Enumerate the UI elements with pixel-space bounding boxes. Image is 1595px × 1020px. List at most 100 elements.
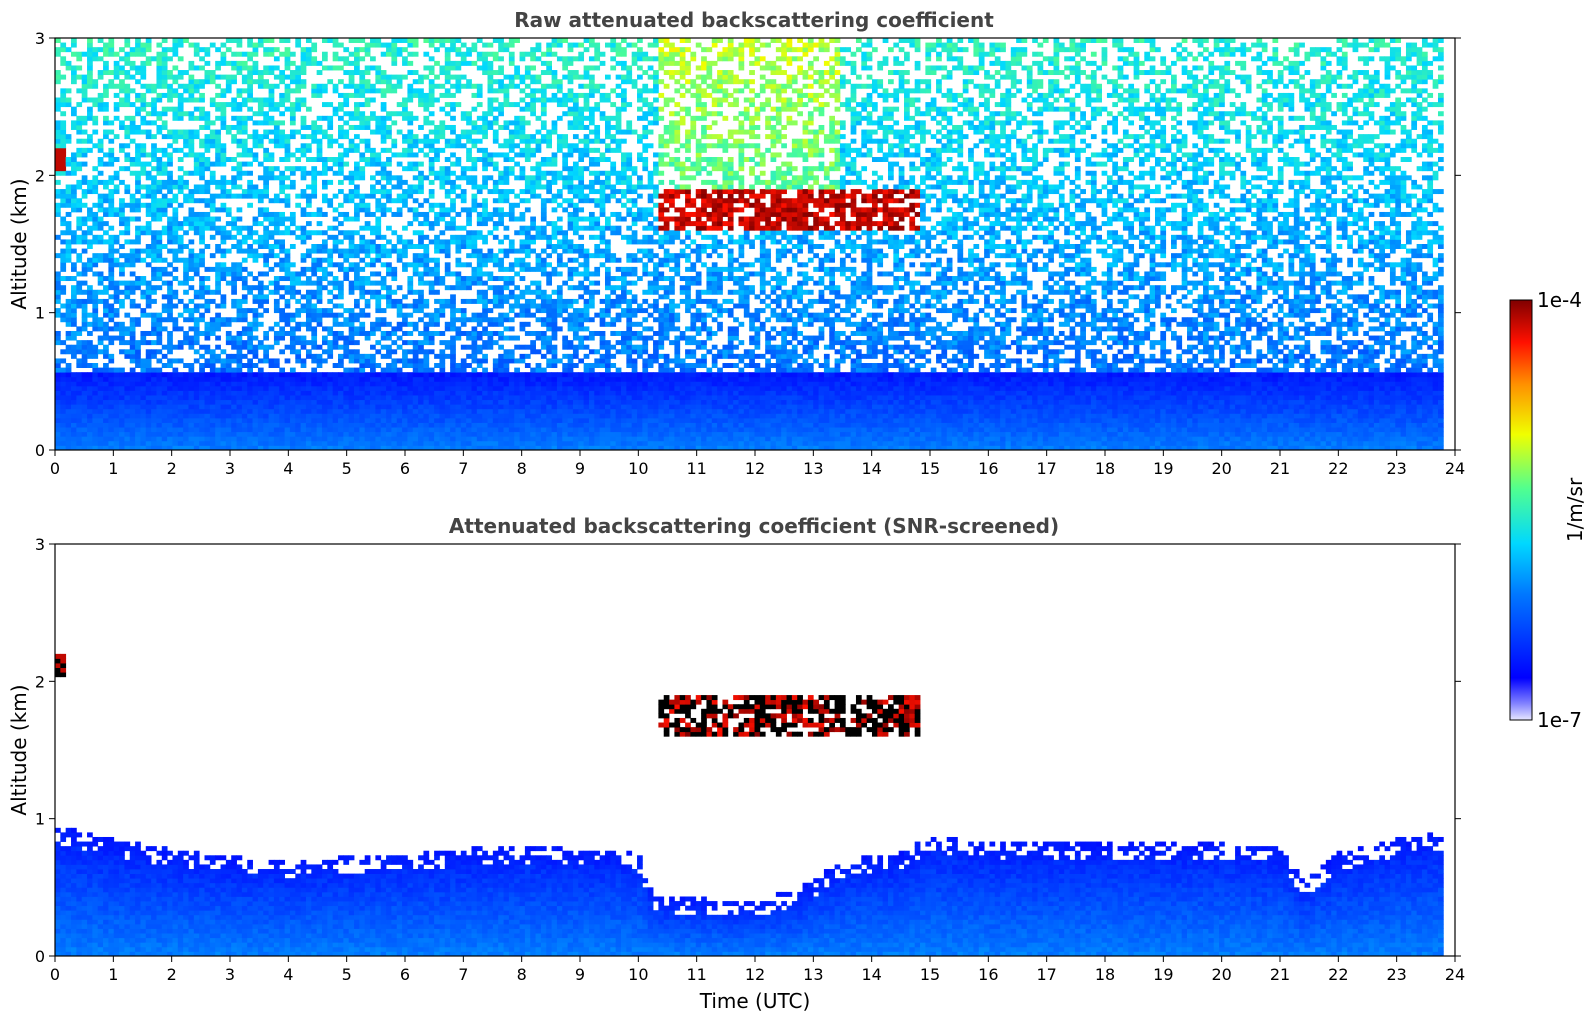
heatmap-cell <box>476 390 483 396</box>
heatmap-cell <box>514 408 520 414</box>
heatmap-cell <box>460 134 467 140</box>
heatmap-cell <box>503 431 510 437</box>
heatmap-cell <box>188 170 195 176</box>
heatmap-cell <box>241 340 248 346</box>
heatmap-cell <box>204 445 211 451</box>
heatmap-cell <box>177 157 184 162</box>
heatmap-cell <box>268 427 275 433</box>
heatmap-cell <box>124 216 131 222</box>
heatmap-cell <box>135 38 141 43</box>
heatmap-cell <box>391 381 398 387</box>
heatmap-cell <box>193 225 200 231</box>
heatmap-cell <box>92 390 99 396</box>
heatmap-cell <box>252 436 259 442</box>
heatmap-cell <box>492 221 499 227</box>
heatmap-cell <box>172 216 179 222</box>
heatmap-cell <box>124 70 131 76</box>
heatmap-cell <box>172 38 179 43</box>
heatmap-cell <box>241 124 248 130</box>
heatmap-cell <box>71 445 77 451</box>
heatmap-cell <box>391 276 398 282</box>
heatmap-cell <box>295 234 302 240</box>
heatmap-cell <box>151 312 157 318</box>
heatmap-cell <box>359 266 366 272</box>
heatmap-cell <box>354 47 360 53</box>
heatmap-cell <box>450 372 456 378</box>
heatmap-cell <box>359 280 366 286</box>
heatmap-cell <box>231 440 237 446</box>
heatmap-cell <box>129 88 136 94</box>
heatmap-cell <box>268 97 275 103</box>
heatmap-cell <box>247 88 253 94</box>
heatmap-cell <box>423 335 430 341</box>
heatmap-cell <box>332 38 339 43</box>
heatmap-cell <box>92 79 99 85</box>
heatmap-cell <box>231 385 237 391</box>
heatmap-cell <box>188 225 195 231</box>
heatmap-cell <box>418 344 424 350</box>
heatmap-cell <box>156 317 163 323</box>
heatmap-cell <box>498 193 504 199</box>
heatmap-cell <box>87 399 93 405</box>
heatmap-cell <box>450 312 456 318</box>
heatmap-cell <box>396 79 403 85</box>
heatmap-cell <box>375 157 382 162</box>
heatmap-cell <box>380 79 387 85</box>
heatmap-cell <box>343 367 350 373</box>
heatmap-cell <box>92 129 99 135</box>
heatmap-cell <box>119 65 125 71</box>
heatmap-cell <box>332 390 339 396</box>
heatmap-cell <box>71 390 77 396</box>
heatmap-cell <box>199 276 205 282</box>
heatmap-cell <box>236 276 243 282</box>
heatmap-cell <box>466 120 472 126</box>
heatmap-cell <box>119 326 125 332</box>
heatmap-cell <box>295 70 302 76</box>
heatmap-cell <box>423 221 430 227</box>
heatmap-cell <box>81 376 88 382</box>
heatmap-cell <box>321 248 328 254</box>
heatmap-cell <box>193 189 200 195</box>
heatmap-cell <box>71 431 77 437</box>
heatmap-cell <box>257 294 264 300</box>
heatmap-cell <box>247 440 253 446</box>
heatmap-cell <box>156 83 163 89</box>
heatmap-cell <box>252 404 259 410</box>
heatmap-cell <box>311 381 318 387</box>
heatmap-cell <box>188 138 195 144</box>
heatmap-cell <box>55 340 61 346</box>
heatmap-cell <box>156 413 163 419</box>
heatmap-cell <box>76 445 83 451</box>
heatmap-cell <box>508 317 515 323</box>
heatmap-cell <box>108 211 115 217</box>
heatmap-cell <box>119 349 125 355</box>
heatmap-cell <box>55 161 61 167</box>
heatmap-cell <box>492 367 499 373</box>
heatmap-cell <box>252 298 259 304</box>
heatmap-cell <box>172 266 179 272</box>
heatmap-cell <box>466 436 472 442</box>
heatmap-cell <box>257 97 264 103</box>
heatmap-cell <box>188 340 195 346</box>
heatmap-cell <box>60 427 67 433</box>
heatmap-cell <box>188 431 195 437</box>
heatmap-cell <box>450 422 456 428</box>
heatmap-cell <box>375 198 382 204</box>
heatmap-cell <box>476 321 483 327</box>
heatmap-cell <box>450 152 456 158</box>
heatmap-cell <box>220 106 227 112</box>
heatmap-cell <box>97 427 104 433</box>
heatmap-cell <box>332 427 339 433</box>
heatmap-cell <box>113 385 120 391</box>
heatmap-cell <box>327 308 334 314</box>
heatmap-cell <box>289 385 296 391</box>
heatmap-cell <box>423 395 430 401</box>
heatmap-cell <box>183 440 189 446</box>
heatmap-cell <box>97 385 104 391</box>
heatmap-cell <box>241 189 248 195</box>
heatmap-cell <box>119 221 125 227</box>
heatmap-cell <box>215 399 221 405</box>
heatmap-cell <box>359 170 366 176</box>
heatmap-cell <box>492 166 499 172</box>
heatmap-cell <box>343 413 350 419</box>
